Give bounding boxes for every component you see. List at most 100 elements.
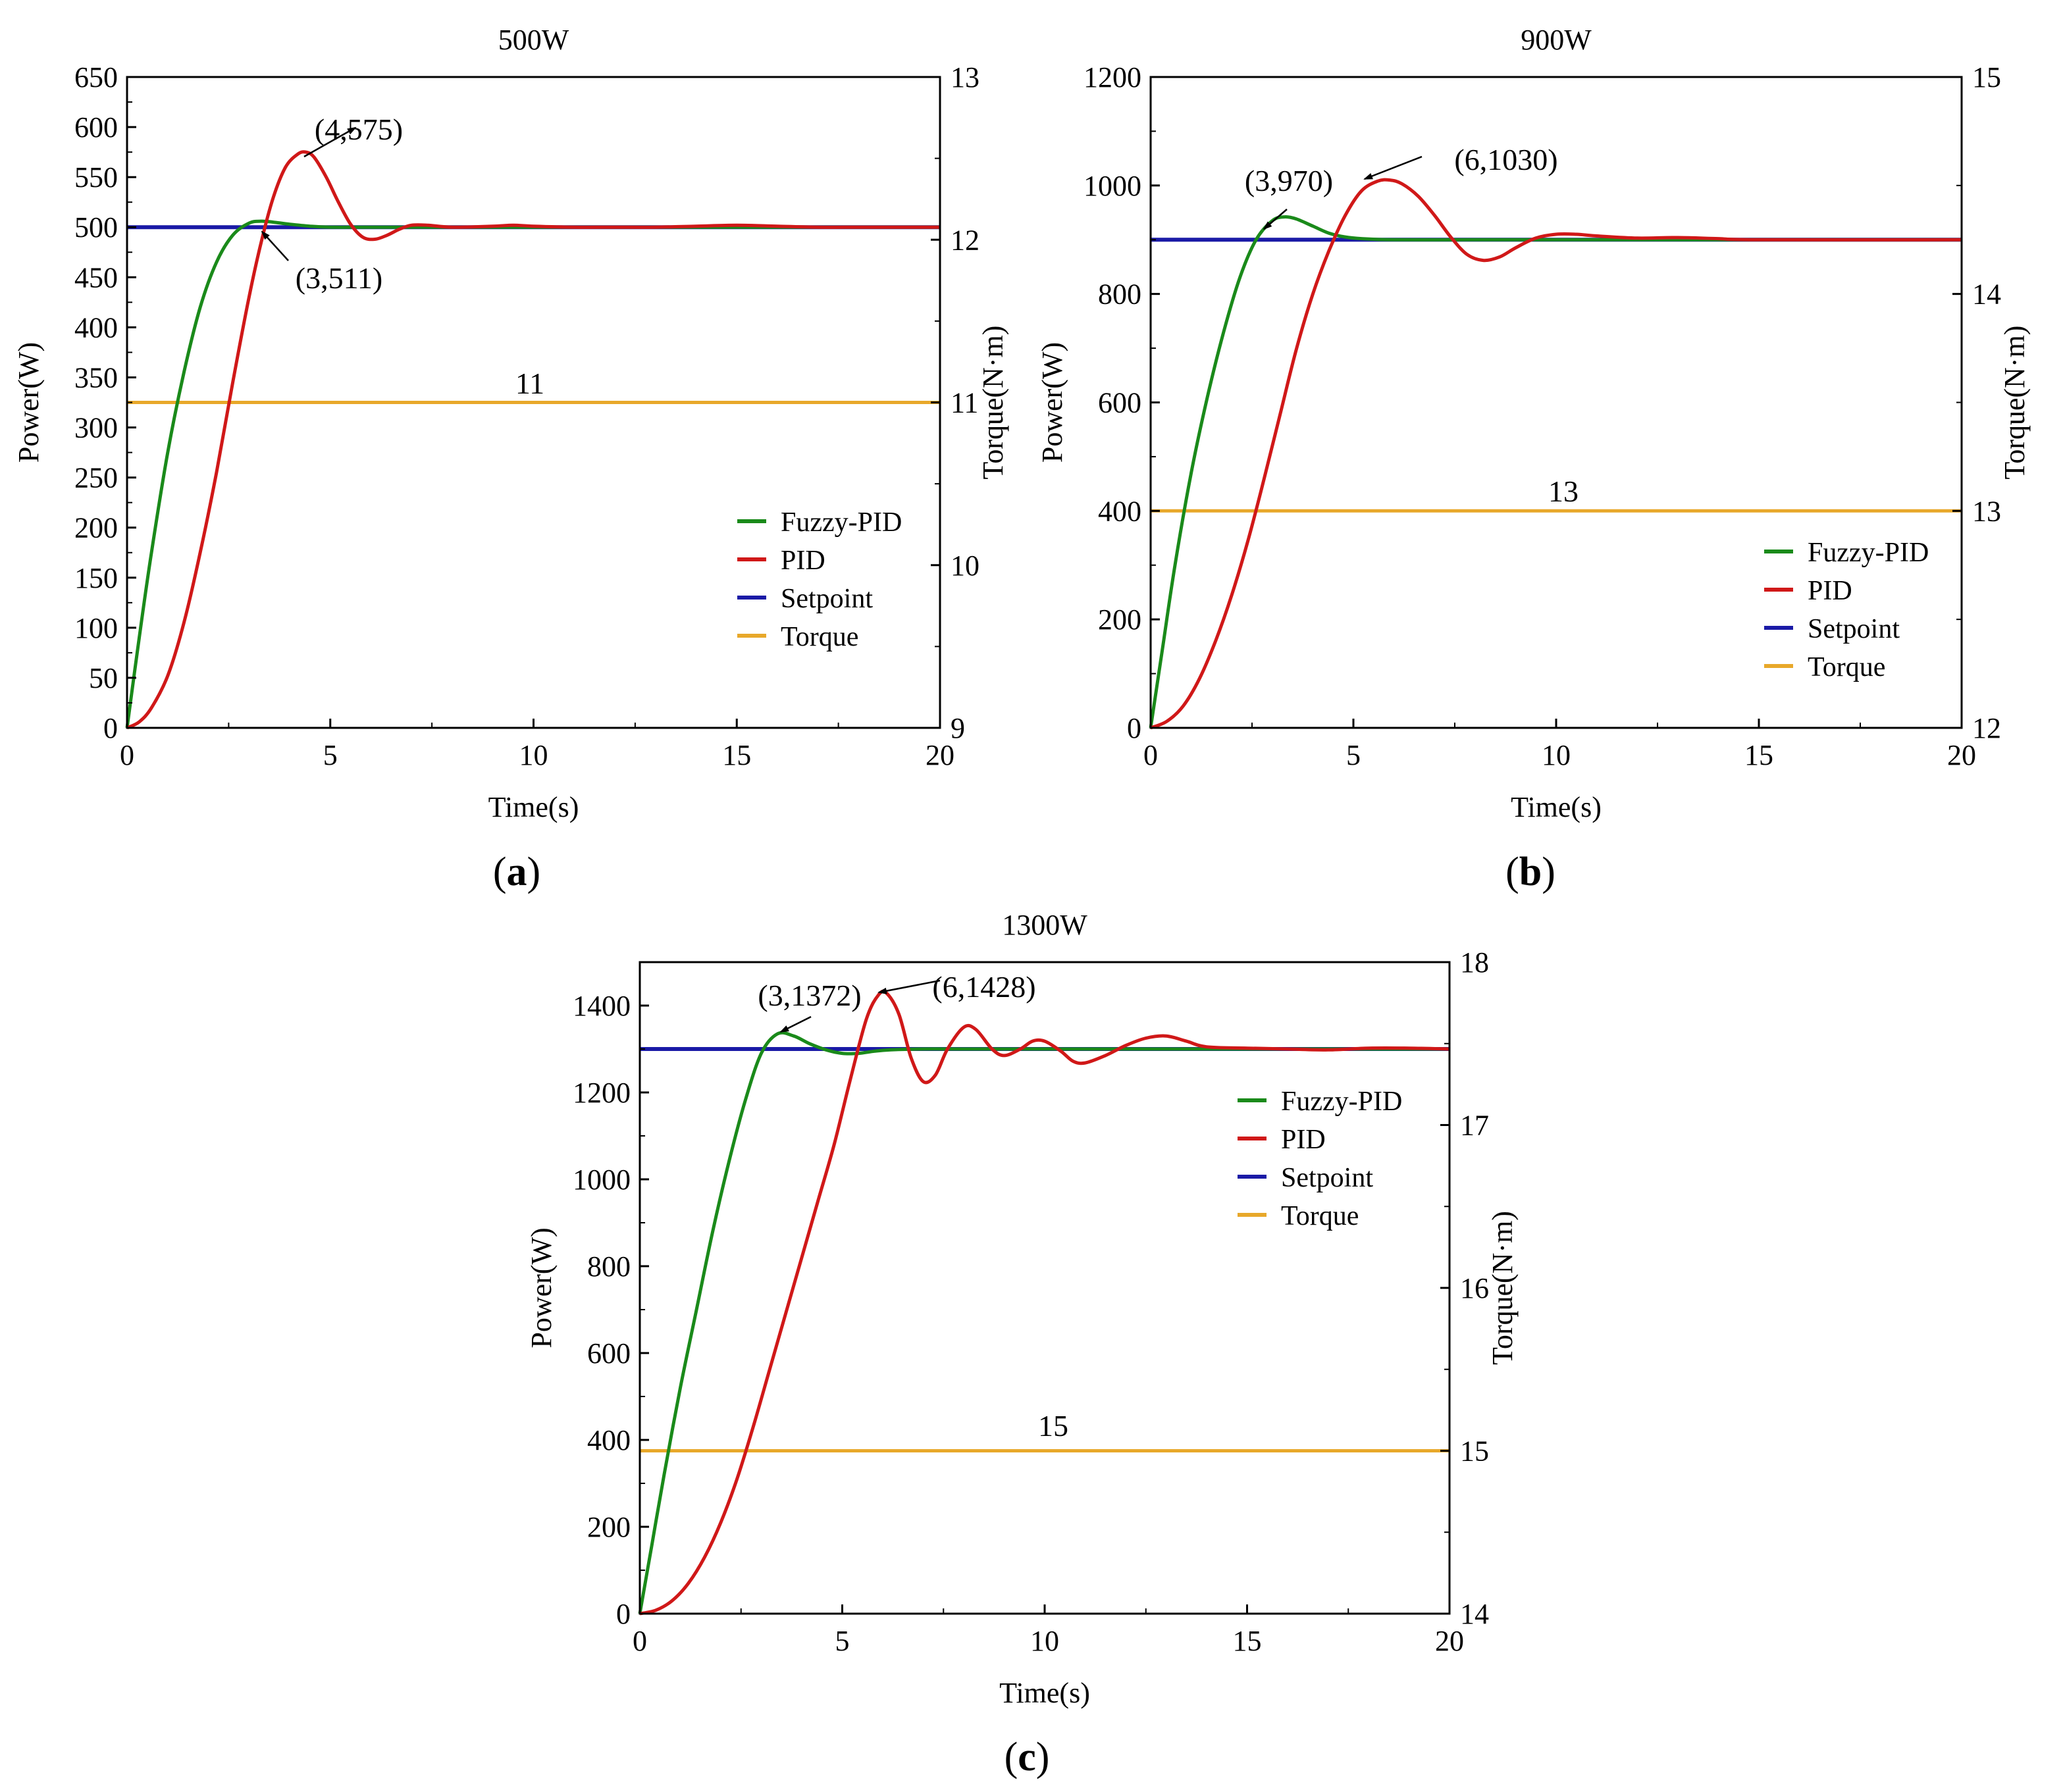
legend-label-pid: PID <box>1281 1125 1326 1155</box>
annotation-label: (6,1428) <box>932 970 1035 1004</box>
y-tick-label: 0 <box>103 712 118 744</box>
x-tick-label: 0 <box>633 1625 647 1657</box>
y2-tick-label: 14 <box>1460 1598 1489 1630</box>
x-tick-label: 20 <box>1947 739 1976 771</box>
y-tick-label: 650 <box>74 61 118 93</box>
y-tick-label: 400 <box>1098 495 1141 527</box>
chart-title: 500W <box>498 24 569 56</box>
legend-label-pid: PID <box>1808 576 1852 606</box>
y2-tick-label: 12 <box>1972 712 2001 744</box>
y-tick-label: 450 <box>74 261 118 294</box>
y-tick-label: 50 <box>89 662 118 694</box>
legend: Fuzzy-PID PID Setpoint Torque <box>1764 538 1929 682</box>
y-tick-label: 200 <box>74 512 118 544</box>
x-tick-label: 5 <box>1346 739 1361 771</box>
legend-label-torque: Torque <box>1808 652 1885 682</box>
annotation-label: (3,970) <box>1245 164 1333 197</box>
y2-tick-label: 18 <box>1460 946 1489 979</box>
y2-axis-label: Torque(N·m) <box>977 326 1009 480</box>
x-axis-label: Time(s) <box>1511 791 1602 823</box>
y-axis-label: Power(W) <box>525 1227 558 1348</box>
legend-label-fuzzy-pid: Fuzzy-PID <box>781 507 902 538</box>
annotation-label: (3,1372) <box>758 979 861 1012</box>
y-axis-label: Power(W) <box>1036 342 1068 463</box>
legend-label-torque: Torque <box>1281 1201 1359 1231</box>
y-tick-label: 0 <box>616 1598 631 1630</box>
x-tick-label: 5 <box>835 1625 850 1657</box>
y2-axis-label: Torque(N·m) <box>1998 326 2031 480</box>
annotation-label: (4,575) <box>315 113 403 146</box>
y-tick-label: 400 <box>74 311 118 344</box>
x-tick-label: 10 <box>1030 1625 1059 1657</box>
x-axis-label: Time(s) <box>999 1677 1090 1709</box>
y-tick-label: 200 <box>1098 603 1141 636</box>
y-tick-label: 0 <box>1127 712 1141 744</box>
legend-label-fuzzy-pid: Fuzzy-PID <box>1808 538 1929 568</box>
x-tick-label: 10 <box>1542 739 1571 771</box>
panel-label-c-letter: c <box>1018 1735 1036 1779</box>
annotation-arrow <box>1263 209 1288 230</box>
y2-tick-label: 14 <box>1972 278 2001 311</box>
x-tick-label: 15 <box>722 739 751 771</box>
x-tick-label: 15 <box>1233 1625 1262 1657</box>
x-tick-label: 15 <box>1744 739 1773 771</box>
legend-label-setpoint: Setpoint <box>1281 1163 1373 1193</box>
annotation-arrow <box>779 1015 812 1033</box>
y-tick-label: 200 <box>587 1511 631 1543</box>
annotation-arrow <box>261 230 289 261</box>
series-line-fuzzy-pid <box>638 1031 1449 1614</box>
series-line-pid <box>1150 178 1962 730</box>
chart-title: 900W <box>1521 24 1592 56</box>
y2-tick-label: 10 <box>951 550 979 582</box>
annotation-label: 13 <box>1548 474 1579 508</box>
series-line-fuzzy-pid <box>1149 215 1962 729</box>
panel-label-b-letter: b <box>1519 850 1542 894</box>
y2-tick-label: 16 <box>1460 1272 1489 1304</box>
y2-tick-label: 9 <box>951 712 965 744</box>
y-tick-label: 350 <box>74 361 118 394</box>
legend-label-setpoint: Setpoint <box>1808 614 1900 644</box>
legend-label-torque: Torque <box>781 622 858 652</box>
panel-label-a-letter: a <box>507 850 527 894</box>
x-tick-label: 20 <box>1435 1625 1464 1657</box>
legend-label-setpoint: Setpoint <box>781 584 873 614</box>
y-tick-label: 1400 <box>573 990 631 1022</box>
y2-tick-label: 12 <box>951 224 979 256</box>
y-tick-label: 600 <box>587 1337 631 1370</box>
legend-label-pid: PID <box>781 546 825 576</box>
y-tick-label: 600 <box>1098 387 1141 419</box>
y-tick-label: 800 <box>1098 278 1141 311</box>
y2-tick-label: 11 <box>951 387 978 419</box>
y-tick-label: 600 <box>74 111 118 143</box>
y-axis-label: Power(W) <box>13 342 45 463</box>
panel-label-b: (b) <box>1505 850 1555 894</box>
annotation-arrow <box>1363 155 1423 180</box>
y-tick-label: 500 <box>74 211 118 243</box>
y2-tick-label: 17 <box>1460 1110 1489 1142</box>
legend: Fuzzy-PID PID Setpoint Torque <box>1238 1087 1402 1231</box>
chart-500w: 500W 0 5 10 15 20 Time(s) 0 50 100 150 200 250 300 350… <box>13 24 1009 823</box>
panel-label-a: (a) <box>493 850 540 894</box>
y-tick-label: 1000 <box>1084 170 1141 202</box>
y-tick-label: 1200 <box>1084 61 1141 93</box>
x-tick-label: 0 <box>120 739 134 771</box>
series-line-pid <box>639 989 1450 1616</box>
y-tick-label: 150 <box>74 562 118 594</box>
annotation-label: 11 <box>515 367 544 400</box>
x-tick-label: 10 <box>519 739 548 771</box>
panel-label-c: (c) <box>1005 1735 1050 1779</box>
x-axis-label: Time(s) <box>488 791 579 823</box>
legend-label-fuzzy-pid: Fuzzy-PID <box>1281 1087 1402 1117</box>
legend: Fuzzy-PID PID Setpoint Torque <box>737 507 902 652</box>
plot-frame <box>639 961 1451 1615</box>
annotation-label: (6,1030) <box>1454 143 1557 176</box>
annotation-label: (3,511) <box>296 261 382 295</box>
y-tick-label: 250 <box>74 462 118 494</box>
chart-900w: 900W 0 5 10 15 20 Time(s) 0 200 400 600 800 1000 1200… <box>1036 24 2031 823</box>
y2-tick-label: 15 <box>1460 1435 1489 1468</box>
x-tick-label: 20 <box>926 739 954 771</box>
y2-tick-label: 13 <box>951 61 979 93</box>
y-tick-label: 800 <box>587 1250 631 1283</box>
y2-tick-label: 15 <box>1972 61 2001 93</box>
